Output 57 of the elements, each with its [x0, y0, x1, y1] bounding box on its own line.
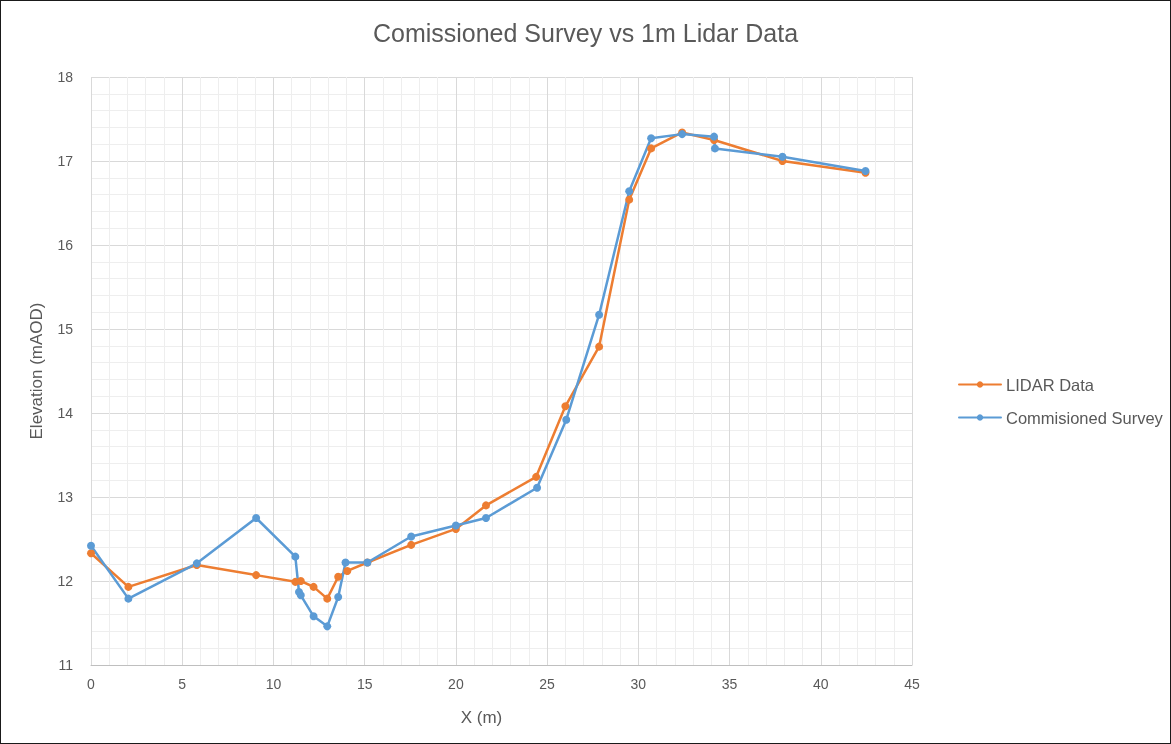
point: [252, 571, 261, 580]
point: [561, 402, 570, 411]
x-tick-label: 40: [812, 676, 829, 692]
point: [407, 532, 416, 541]
y-tick-label: 18: [57, 69, 74, 85]
x-axis-title: X (m): [460, 708, 503, 727]
point: [341, 558, 350, 567]
point: [595, 342, 604, 351]
point: [533, 483, 542, 492]
y-tick-label: 14: [57, 405, 74, 421]
point: [710, 144, 719, 153]
point: [323, 594, 332, 603]
point: [124, 582, 133, 591]
legend-label: LIDAR Data: [1006, 375, 1095, 394]
y-tick-label: 16: [57, 237, 74, 253]
legend-label: Commisioned Survey: [1006, 408, 1164, 427]
point: [252, 514, 261, 522]
point: [532, 472, 541, 481]
y-tick-label: 11: [58, 657, 74, 673]
x-tick-label: 20: [448, 676, 464, 692]
y-axis-title: Elevation (mAOD): [27, 302, 46, 440]
point: [625, 195, 634, 204]
point: [309, 612, 318, 621]
point: [647, 144, 656, 153]
point: [309, 582, 318, 591]
point: [595, 310, 604, 319]
point: [625, 187, 634, 196]
point: [647, 134, 656, 143]
point: [323, 622, 332, 631]
point: [343, 566, 352, 575]
x-tick-label: 25: [539, 676, 556, 692]
point: [562, 415, 571, 424]
point: [296, 591, 305, 600]
chart-title: Comissioned Survey vs 1m Lidar Data: [372, 18, 799, 47]
point: [124, 594, 133, 603]
x-tick-label: 10: [265, 676, 282, 692]
point: [482, 501, 490, 510]
point: [334, 572, 343, 581]
point: [291, 552, 300, 561]
x-tick-label: 15: [356, 676, 373, 692]
y-tick-label: 17: [57, 153, 74, 169]
x-tick-label: 5: [178, 676, 187, 692]
x-tick-label: 0: [87, 676, 96, 692]
point: [87, 549, 95, 558]
point: [407, 540, 416, 549]
y-tick-label: 13: [57, 489, 74, 505]
point: [87, 541, 95, 550]
point: [710, 132, 719, 141]
point: [334, 592, 343, 601]
point: [778, 152, 787, 161]
x-tick-label: 45: [904, 676, 920, 692]
x-tick-label: 35: [721, 676, 738, 692]
point: [482, 514, 490, 522]
point: [296, 577, 305, 585]
y-tick-label: 12: [57, 573, 74, 589]
x-tick-label: 30: [630, 676, 647, 692]
y-tick-label: 15: [57, 321, 74, 337]
